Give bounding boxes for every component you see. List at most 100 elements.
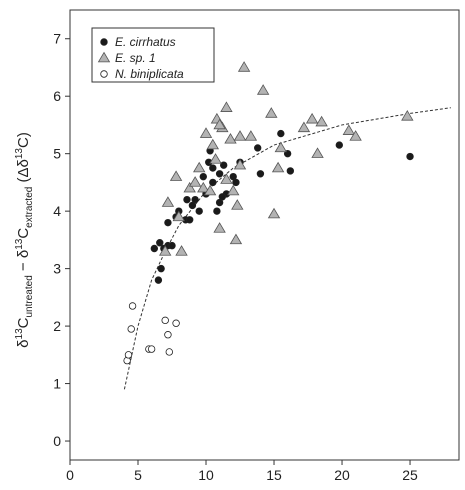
triangle-point: [229, 233, 243, 245]
filled-point: [185, 216, 194, 224]
triangle-point: [237, 61, 251, 72]
triangle-point: [244, 130, 258, 141]
y-tick-label: 5: [53, 146, 61, 162]
x-tick-label: 10: [198, 467, 214, 483]
filled-point: [164, 218, 172, 227]
filled-point: [157, 264, 165, 273]
open-point: [172, 319, 180, 327]
filled-point: [199, 172, 207, 181]
filled-point: [219, 161, 228, 169]
plot-frame: [69, 9, 460, 461]
open-point: [161, 316, 169, 325]
filled-point: [168, 241, 176, 250]
y-label-part: C: [15, 317, 32, 328]
filled-point: [156, 239, 164, 247]
triangle-point: [342, 124, 356, 135]
open-point: [100, 70, 108, 78]
y-label-part: 13: [14, 238, 25, 250]
triangle-point: [315, 115, 328, 127]
filled-point: [232, 178, 240, 187]
filled-point: [218, 193, 227, 201]
y-tick-label: 3: [53, 261, 61, 277]
filled-point: [277, 129, 285, 138]
filled-point: [209, 164, 217, 172]
y-tick-label: 2: [53, 318, 61, 334]
legend-label: E. sp. 1: [115, 51, 156, 65]
y-label-part: 13: [14, 328, 25, 340]
filled-point: [209, 178, 217, 187]
x-tick-label: 0: [66, 467, 74, 483]
triangle-point: [274, 141, 288, 153]
y-label-part: δ: [15, 339, 32, 347]
y-label-part: extracted: [24, 187, 35, 228]
triangle-point: [193, 161, 206, 173]
triangle-point: [213, 118, 226, 130]
open-point: [124, 351, 133, 359]
filled-point: [256, 170, 265, 178]
filled-point: [215, 170, 224, 178]
triangle-point: [233, 158, 247, 170]
legend-label: E. cirrhatus: [115, 35, 176, 49]
triangle-point: [203, 184, 217, 196]
filled-point: [253, 144, 262, 152]
triangle-point: [271, 161, 285, 173]
triangle-point: [197, 181, 210, 193]
filled-point: [195, 207, 203, 215]
triangle-point: [209, 153, 222, 164]
triangle-point: [175, 245, 188, 256]
y-tick-label: 0: [53, 433, 61, 449]
triangle-point: [311, 147, 324, 158]
filled-point: [183, 195, 191, 204]
filled-point: [406, 152, 414, 161]
y-tick-label: 4: [53, 203, 61, 219]
triangle-point: [213, 222, 226, 233]
y-label-part: 13: [14, 148, 25, 160]
y-label-part: untreated: [24, 275, 35, 317]
legend-box: [91, 27, 215, 83]
filled-point: [286, 167, 295, 175]
open-point: [165, 348, 173, 356]
filled-point: [100, 38, 108, 46]
y-tick-label: 1: [53, 376, 61, 392]
x-tick-label: 5: [134, 467, 142, 483]
triangle-point: [401, 110, 414, 121]
triangle-point: [256, 84, 270, 95]
triangle-point: [349, 130, 362, 141]
triangle-point: [224, 133, 237, 144]
filled-point: [213, 207, 221, 215]
triangle-point: [233, 130, 247, 141]
triangle-point: [297, 121, 311, 133]
triangle-point: [220, 173, 233, 184]
open-point: [127, 325, 135, 333]
triangle-point: [161, 196, 175, 207]
triangle-point: [227, 184, 240, 196]
triangle-point: [265, 107, 278, 118]
filled-point: [335, 141, 344, 149]
legend-label: N. biniplicata: [115, 67, 184, 81]
filled-point: [191, 195, 199, 204]
triangle-point: [206, 138, 220, 150]
triangle-point: [159, 245, 172, 256]
open-point: [147, 345, 156, 353]
triangle-point: [183, 181, 196, 193]
y-label-part: C): [15, 132, 32, 148]
triangle-point: [231, 199, 244, 210]
x-tick-label: 15: [266, 467, 282, 483]
triangle-point: [188, 176, 202, 187]
triangle-point: [97, 51, 111, 63]
y-tick-label: 7: [53, 31, 61, 47]
filled-point: [150, 244, 159, 253]
filled-point: [154, 276, 163, 284]
triangle-point: [169, 170, 183, 181]
triangle-point: [172, 210, 186, 222]
x-tick-label: 25: [402, 467, 418, 483]
triangle-point: [305, 112, 319, 124]
triangle-point: [199, 127, 213, 138]
triangle-point: [220, 101, 233, 112]
y-axis-label: δ13Cuntreated − δ13Cextracted (Δδ13C): [14, 132, 35, 348]
y-label-part: (Δδ: [15, 159, 32, 187]
y-label-part: C: [15, 228, 32, 239]
x-tick-label: 20: [334, 467, 350, 483]
open-point: [164, 331, 172, 339]
